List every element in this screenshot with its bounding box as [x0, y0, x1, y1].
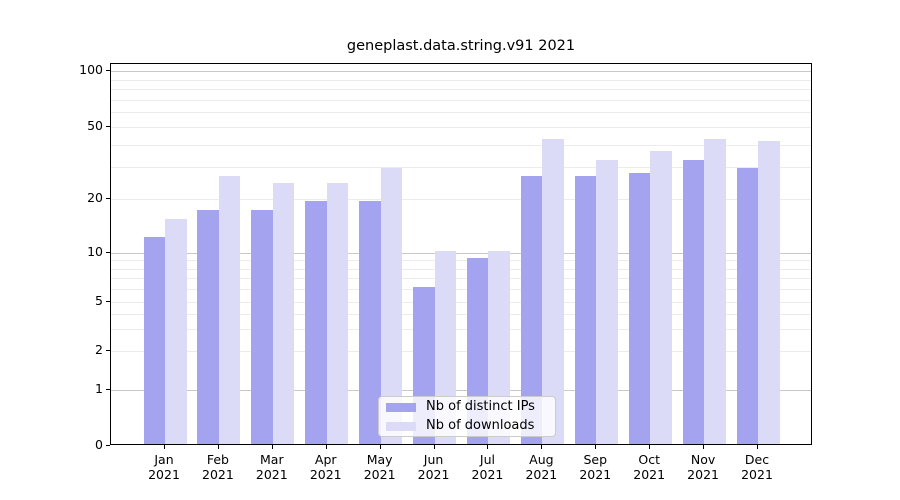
y-tick-mark [106, 445, 110, 446]
y-tick-label: 1 [95, 381, 103, 396]
minor-gridline [111, 199, 811, 200]
x-tick-label: Nov 2021 [687, 452, 719, 482]
bar-nb-of-downloads-jan [165, 219, 187, 444]
minor-gridline [111, 127, 811, 128]
x-tick-mark [487, 445, 489, 449]
minor-gridline [111, 268, 811, 270]
x-tick-label: Sep 2021 [579, 452, 612, 482]
bar-nb-of-downloads-apr [326, 182, 349, 444]
bar-nb-of-distinct-ips-sep [574, 176, 597, 444]
y-tick-label: 20 [87, 190, 103, 205]
x-tick-mark [164, 445, 165, 449]
x-tick-mark [379, 445, 381, 449]
bar-nb-of-downloads-dec [758, 140, 780, 444]
x-tick-mark [217, 445, 219, 449]
y-tick-label: 50 [87, 118, 103, 133]
bar-nb-of-downloads-aug [542, 138, 564, 444]
major-gridline [111, 71, 811, 72]
bar-nb-of-downloads-feb [218, 176, 241, 444]
y-tick-mark [106, 198, 110, 199]
major-gridline [111, 253, 811, 254]
x-tick-label: May 2021 [363, 452, 396, 482]
y-tick-label: 100 [79, 62, 103, 77]
x-tick-label: Mar 2021 [255, 452, 288, 482]
minor-gridline [111, 144, 811, 146]
y-tick-mark [106, 126, 110, 127]
bar-nb-of-downloads-jul [488, 251, 510, 444]
bar-nb-of-downloads-jun [434, 251, 457, 444]
x-tick-mark [433, 445, 435, 449]
x-tick-mark [541, 445, 543, 449]
y-tick-mark [106, 301, 110, 302]
bar-nb-of-downloads-nov [704, 138, 726, 444]
y-tick-mark [106, 252, 110, 253]
x-tick-label: Aug 2021 [525, 452, 558, 482]
minor-gridline [111, 351, 811, 352]
minor-gridline [111, 79, 811, 81]
x-tick-mark [271, 445, 273, 449]
y-tick-mark [106, 389, 110, 390]
legend-row: Nb of distinct IPs [386, 399, 548, 415]
bar-nb-of-distinct-ips-feb [197, 209, 219, 444]
x-tick-label: Jan 2021 [148, 452, 180, 482]
x-tick-mark [595, 445, 597, 449]
y-tick-mark [106, 70, 110, 71]
major-gridline [111, 390, 811, 391]
minor-gridline [111, 329, 811, 331]
bar-nb-of-distinct-ips-apr [305, 201, 327, 444]
y-tick-label: 0 [95, 437, 103, 452]
bar-nb-of-distinct-ips-mar [251, 209, 273, 444]
minor-gridline [111, 278, 811, 280]
x-tick-mark [649, 445, 651, 449]
minor-gridline [111, 289, 811, 291]
legend-label-distinct-ips: Nb of distinct IPs [426, 399, 535, 414]
bar-nb-of-downloads-mar [272, 182, 295, 444]
minor-gridline [111, 302, 811, 303]
bar-nb-of-downloads-sep [596, 160, 618, 444]
minor-gridline [111, 260, 811, 262]
chart-title: geneplast.data.string.v91 2021 [346, 38, 576, 54]
x-tick-label: Jun 2021 [417, 452, 450, 482]
x-tick-label: Feb 2021 [202, 452, 234, 482]
bar-nb-of-distinct-ips-dec [736, 167, 758, 444]
x-tick-label: Apr 2021 [309, 452, 342, 482]
minor-gridline [111, 313, 811, 315]
y-tick-label: 2 [95, 342, 103, 357]
x-tick-label: Oct 2021 [633, 452, 666, 482]
bar-nb-of-downloads-may [380, 167, 403, 444]
y-tick-label: 5 [95, 293, 103, 308]
minor-gridline [111, 89, 811, 91]
y-tick-label: 10 [87, 244, 103, 259]
bar-nb-of-distinct-ips-oct [628, 173, 651, 444]
bar-nb-of-distinct-ips-may [359, 201, 381, 444]
plot-area [110, 63, 812, 445]
x-tick-label: Jul 2021 [471, 452, 504, 482]
legend: Nb of distinct IPs Nb of downloads [378, 396, 556, 437]
bar-nb-of-distinct-ips-aug [520, 176, 543, 444]
x-tick-mark [757, 445, 758, 449]
legend-row: Nb of downloads [386, 418, 548, 434]
bar-nb-of-distinct-ips-nov [682, 160, 705, 444]
minor-gridline [111, 167, 811, 169]
x-tick-mark [703, 445, 705, 449]
bar-nb-of-distinct-ips-jan [143, 236, 165, 444]
legend-swatch-downloads [386, 421, 416, 431]
bar-nb-of-downloads-oct [650, 150, 672, 444]
x-tick-label: Dec 2021 [741, 452, 773, 482]
legend-label-downloads: Nb of downloads [426, 418, 535, 433]
legend-swatch-distinct-ips [386, 402, 416, 412]
y-tick-mark [106, 350, 110, 351]
x-tick-mark [325, 445, 327, 449]
minor-gridline [111, 112, 811, 114]
minor-gridline [111, 99, 811, 101]
